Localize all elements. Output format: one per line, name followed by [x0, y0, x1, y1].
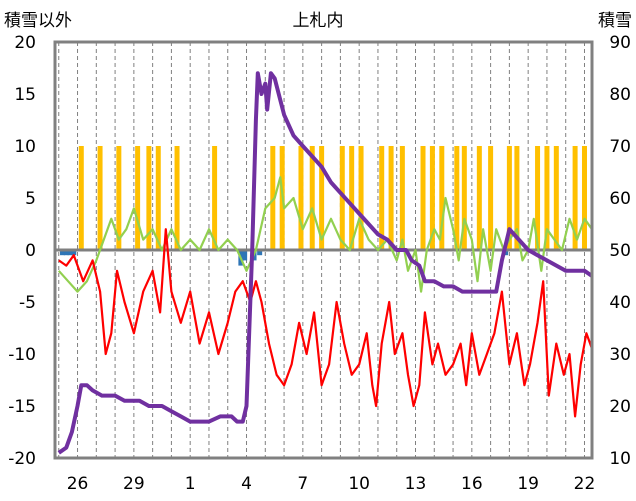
precip_negative-bar — [257, 250, 263, 256]
precip_negative-bar — [242, 250, 248, 261]
precip-bar — [116, 146, 122, 250]
precip-bar — [553, 146, 559, 250]
bar-layer — [60, 146, 587, 266]
left-y-tick-label: -15 — [8, 397, 36, 417]
precip-bar — [379, 146, 385, 250]
precip-bar — [454, 146, 460, 250]
x-tick-label: 26 — [67, 474, 89, 494]
x-tick-label: 13 — [405, 474, 427, 494]
x-tick-label: 7 — [297, 474, 308, 494]
chart-title: 上札内 — [293, 11, 344, 31]
right-y-tick-label: 70 — [609, 137, 631, 157]
precip-bar — [506, 146, 512, 250]
precip-bar — [270, 146, 276, 250]
precip-bar — [429, 146, 435, 250]
right-y-tick-label: 80 — [609, 85, 631, 105]
min_temp-line — [58, 228, 594, 418]
precip-bar — [212, 146, 218, 250]
precip-bar — [572, 146, 578, 250]
precip-bar — [174, 146, 180, 250]
precip_negative-bar — [63, 250, 69, 256]
x-tick-label: 16 — [461, 474, 483, 494]
x-tick-label: 22 — [574, 474, 596, 494]
line-layer — [57, 71, 594, 455]
precip-bar — [155, 146, 161, 250]
precip-bar — [399, 146, 405, 250]
right-y-tick-label: 10 — [609, 449, 631, 469]
left-y-tick-label: 15 — [14, 85, 36, 105]
precip-bar — [439, 146, 445, 250]
precip-bar — [514, 146, 520, 250]
left-y-tick-label: 0 — [25, 241, 36, 261]
left-y-tick-label: 20 — [14, 33, 36, 53]
precip-bar — [544, 146, 550, 250]
precip-bar — [339, 146, 345, 250]
precip-bar — [476, 146, 482, 250]
right-axis-label: 積雪 — [598, 11, 632, 31]
right-y-tick-label: 20 — [609, 397, 631, 417]
grid-layer — [58, 42, 585, 458]
right-y-tick-label: 40 — [609, 293, 631, 313]
left-y-tick-label: -5 — [19, 293, 36, 313]
left-y-tick-label: 5 — [25, 189, 36, 209]
left-axis-label: 積雪以外 — [4, 11, 72, 31]
x-tick-label: 4 — [241, 474, 252, 494]
right-y-tick-label: 50 — [609, 241, 631, 261]
x-tick-label: 19 — [517, 474, 539, 494]
precip-bar — [146, 146, 152, 250]
precip-bar — [319, 146, 325, 250]
precip-bar — [78, 146, 84, 250]
precip-bar — [97, 146, 103, 250]
right-y-tick-label: 30 — [609, 345, 631, 365]
x-tick-label: 29 — [123, 474, 145, 494]
precip-bar — [388, 146, 394, 250]
precip-bar — [298, 146, 304, 250]
precip-bar — [349, 146, 355, 250]
precip-bar — [581, 146, 587, 250]
precip_negative-bar — [71, 250, 77, 256]
right-y-tick-label: 60 — [609, 189, 631, 209]
left-y-tick-label: 10 — [14, 137, 36, 157]
right-y-tick-label: 90 — [609, 33, 631, 53]
precip-bar — [535, 146, 541, 250]
snow_depth-line — [57, 71, 594, 455]
precip-bar — [461, 146, 467, 250]
precip_negative-bar — [67, 250, 73, 256]
precip-bar — [488, 146, 494, 250]
precip_negative-bar — [60, 250, 66, 256]
plot-frame — [53, 40, 594, 460]
left-y-tick-label: -20 — [8, 449, 36, 469]
x-tick-label: 10 — [348, 474, 370, 494]
precip-bar — [135, 146, 141, 250]
precip-bar — [358, 146, 364, 250]
precip-bar — [420, 146, 426, 250]
precip-bar — [309, 146, 315, 250]
left-y-tick-label: -10 — [8, 345, 36, 365]
x-tick-label: 1 — [185, 474, 196, 494]
